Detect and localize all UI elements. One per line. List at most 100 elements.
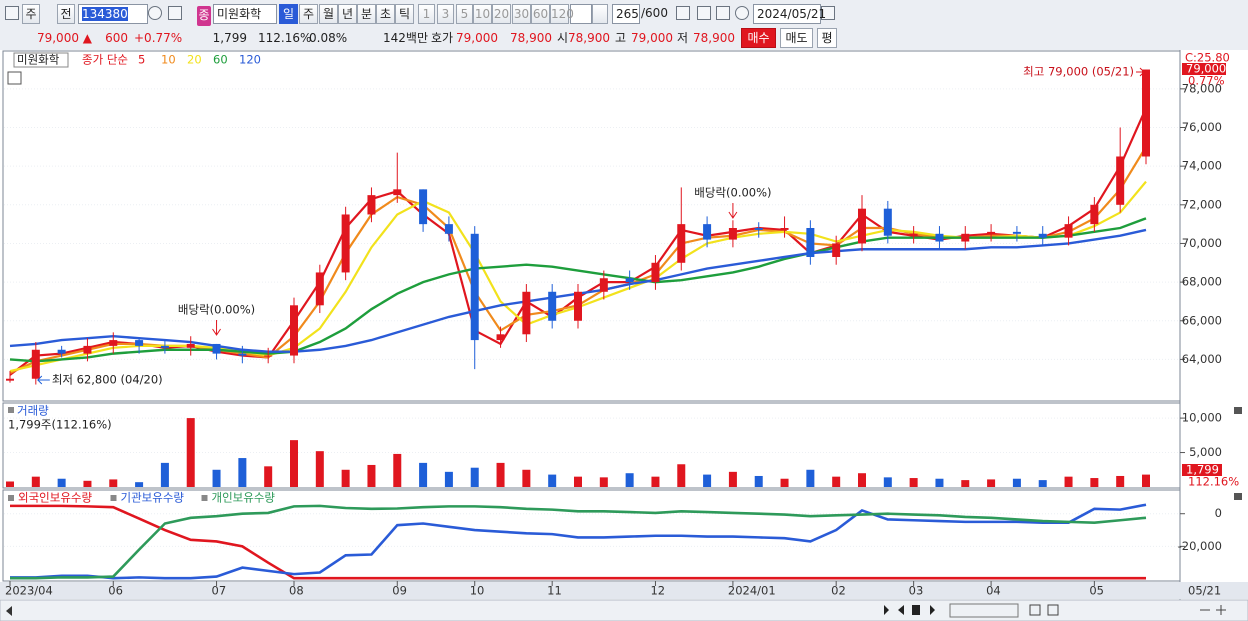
count-input[interactable]: 265 <box>612 4 640 24</box>
y-tick-label: 70,000 <box>1182 236 1222 250</box>
interval-button[interactable]: 10 <box>473 4 492 24</box>
volume-last: 1,799 <box>1186 463 1219 477</box>
low-label: 저 <box>677 31 689 45</box>
interval-button[interactable]: 5 <box>456 4 473 24</box>
period-button[interactable]: 일 <box>279 4 298 24</box>
volume-bar <box>728 471 737 487</box>
interval-button[interactable]: 120 <box>550 4 574 24</box>
period-button[interactable]: 년 <box>338 4 357 24</box>
legend-ma: 120 <box>239 53 261 67</box>
candle-body <box>574 291 582 321</box>
last-change: 0.77% <box>1188 74 1225 88</box>
calendar-icon[interactable] <box>821 6 835 20</box>
candle-body <box>858 208 866 244</box>
period-button[interactable]: 주 <box>299 4 318 24</box>
last-price-box <box>1182 63 1226 75</box>
search-icon[interactable] <box>148 6 162 20</box>
y-tick-label: 68,000 <box>1182 275 1222 289</box>
candle-body <box>212 343 221 354</box>
interval-button[interactable]: 30 <box>512 4 531 24</box>
volume-ratio: 112.16% <box>258 31 312 45</box>
x-tick-label: 02 <box>831 584 846 598</box>
legend-entry: 외국인보유수량 <box>18 491 92 505</box>
legend-box <box>13 52 69 68</box>
interval-button[interactable]: 20 <box>492 4 511 24</box>
scroll-left[interactable] <box>6 606 12 616</box>
x-tick-label: 09 <box>392 584 407 598</box>
settings-icon[interactable] <box>7 71 22 85</box>
amount: 142백만 <box>383 31 428 45</box>
buy-button[interactable]: 매수 <box>741 28 776 48</box>
volume-bar <box>83 480 92 487</box>
x-tick-label: 10 <box>470 584 485 598</box>
tool-icon[interactable] <box>676 6 690 20</box>
dropdown[interactable] <box>592 4 608 24</box>
volume-bar <box>1012 478 1021 487</box>
candle-body <box>625 278 634 283</box>
candle-body <box>367 195 376 215</box>
tool-icon[interactable] <box>697 6 711 20</box>
panel-close[interactable] <box>1234 407 1242 414</box>
tool-icons[interactable] <box>1029 604 1226 616</box>
interval-button[interactable]: 1 <box>418 4 435 24</box>
volume-bar <box>677 464 686 487</box>
ex-dividend-label: 배당락(0.00%) <box>694 186 771 200</box>
volume-bar <box>1116 475 1125 487</box>
avg-button[interactable]: 평 <box>817 28 837 48</box>
legend-marker <box>8 407 14 413</box>
volume-last-box <box>1182 464 1222 476</box>
volume-bar <box>935 478 944 487</box>
volume-bar <box>186 418 195 487</box>
save-icon[interactable] <box>716 6 730 20</box>
candle-body <box>987 231 996 234</box>
menu-icon[interactable] <box>5 6 19 20</box>
x-tick-label: 04 <box>986 584 1001 598</box>
interval-button[interactable]: 3 <box>437 4 454 24</box>
price: 79,000 ▲ <box>36 31 92 45</box>
legend-ma-label: 종가 단순 <box>82 53 128 67</box>
y-tick-label: 72,000 <box>1182 197 1222 211</box>
candle-body <box>290 305 298 356</box>
period-button[interactable]: 초 <box>376 4 395 24</box>
candle-body <box>1142 69 1150 157</box>
bid: 78,900 <box>510 31 552 45</box>
y-tick-label: 66,000 <box>1182 313 1222 327</box>
volume-bar <box>599 477 608 487</box>
candle-body <box>651 262 660 283</box>
date-input[interactable]: 2024/05/21 <box>753 4 826 24</box>
legend-title: 미원화학 <box>17 53 60 67</box>
change: 600 <box>105 31 128 45</box>
c-label: C:25.80 <box>1185 51 1230 65</box>
volume-bar <box>522 469 531 487</box>
market-button[interactable]: 주 <box>22 4 40 24</box>
selected-text: 134380 <box>82 7 128 21</box>
panel-close[interactable] <box>1234 493 1242 500</box>
volume-subtitle: 1,799주(112.16%) <box>8 418 112 432</box>
change-rate: +0.77% <box>134 31 183 45</box>
volume-bar <box>290 440 298 487</box>
sell-button[interactable]: 매도 <box>780 28 813 48</box>
volume-bar <box>367 464 376 487</box>
volume-bar <box>1142 474 1150 487</box>
prev-button[interactable]: 전 <box>57 4 75 24</box>
legend-ma: 60 <box>213 53 228 67</box>
legend-ma: 20 <box>187 53 202 67</box>
high-label: 고 <box>615 31 627 45</box>
period-button[interactable]: 틱 <box>395 4 414 24</box>
candle-body <box>1090 204 1099 225</box>
stock-code-input[interactable]: 134380 <box>78 4 148 24</box>
dropdown-field[interactable] <box>570 4 592 24</box>
scrollbar[interactable] <box>0 599 1248 621</box>
gear-icon[interactable] <box>735 6 749 20</box>
candle-body <box>341 214 350 273</box>
sound-icon[interactable] <box>168 6 182 20</box>
period-button[interactable]: 월 <box>319 4 338 24</box>
x-tick-label: 07 <box>212 584 227 598</box>
candle-body <box>83 345 92 354</box>
candle-body <box>935 233 944 242</box>
count-max: /600 <box>641 6 668 20</box>
interval-button[interactable]: 60 <box>531 4 550 24</box>
volume-bar <box>393 453 402 487</box>
period-button[interactable]: 분 <box>357 4 376 24</box>
zoom-slider[interactable] <box>949 603 1019 618</box>
